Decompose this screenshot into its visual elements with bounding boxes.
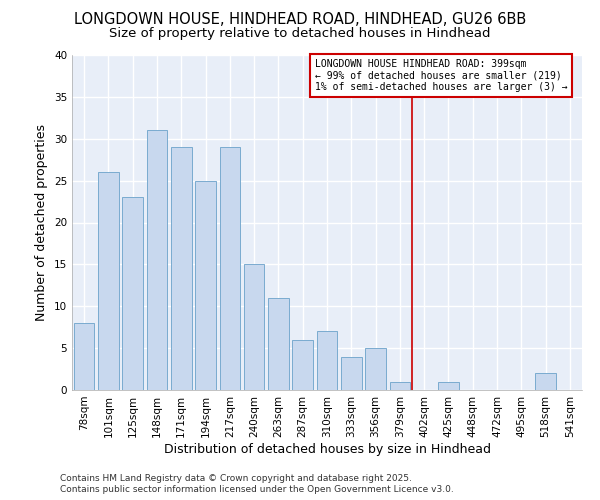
Bar xyxy=(195,180,216,390)
Bar xyxy=(317,332,337,390)
Bar xyxy=(244,264,265,390)
Bar xyxy=(171,147,191,390)
Bar xyxy=(438,382,459,390)
Bar xyxy=(268,298,289,390)
Bar xyxy=(389,382,410,390)
Bar xyxy=(365,348,386,390)
Text: Size of property relative to detached houses in Hindhead: Size of property relative to detached ho… xyxy=(109,28,491,40)
Text: Contains HM Land Registry data © Crown copyright and database right 2025.
Contai: Contains HM Land Registry data © Crown c… xyxy=(60,474,454,494)
Text: LONGDOWN HOUSE, HINDHEAD ROAD, HINDHEAD, GU26 6BB: LONGDOWN HOUSE, HINDHEAD ROAD, HINDHEAD,… xyxy=(74,12,526,28)
Bar xyxy=(292,340,313,390)
Bar xyxy=(74,323,94,390)
Bar xyxy=(98,172,119,390)
Text: LONGDOWN HOUSE HINDHEAD ROAD: 399sqm
← 99% of detached houses are smaller (219)
: LONGDOWN HOUSE HINDHEAD ROAD: 399sqm ← 9… xyxy=(315,59,568,92)
Bar xyxy=(122,198,143,390)
Y-axis label: Number of detached properties: Number of detached properties xyxy=(35,124,49,321)
Bar xyxy=(341,356,362,390)
Bar xyxy=(146,130,167,390)
Bar xyxy=(535,373,556,390)
X-axis label: Distribution of detached houses by size in Hindhead: Distribution of detached houses by size … xyxy=(163,442,491,456)
Bar xyxy=(220,147,240,390)
